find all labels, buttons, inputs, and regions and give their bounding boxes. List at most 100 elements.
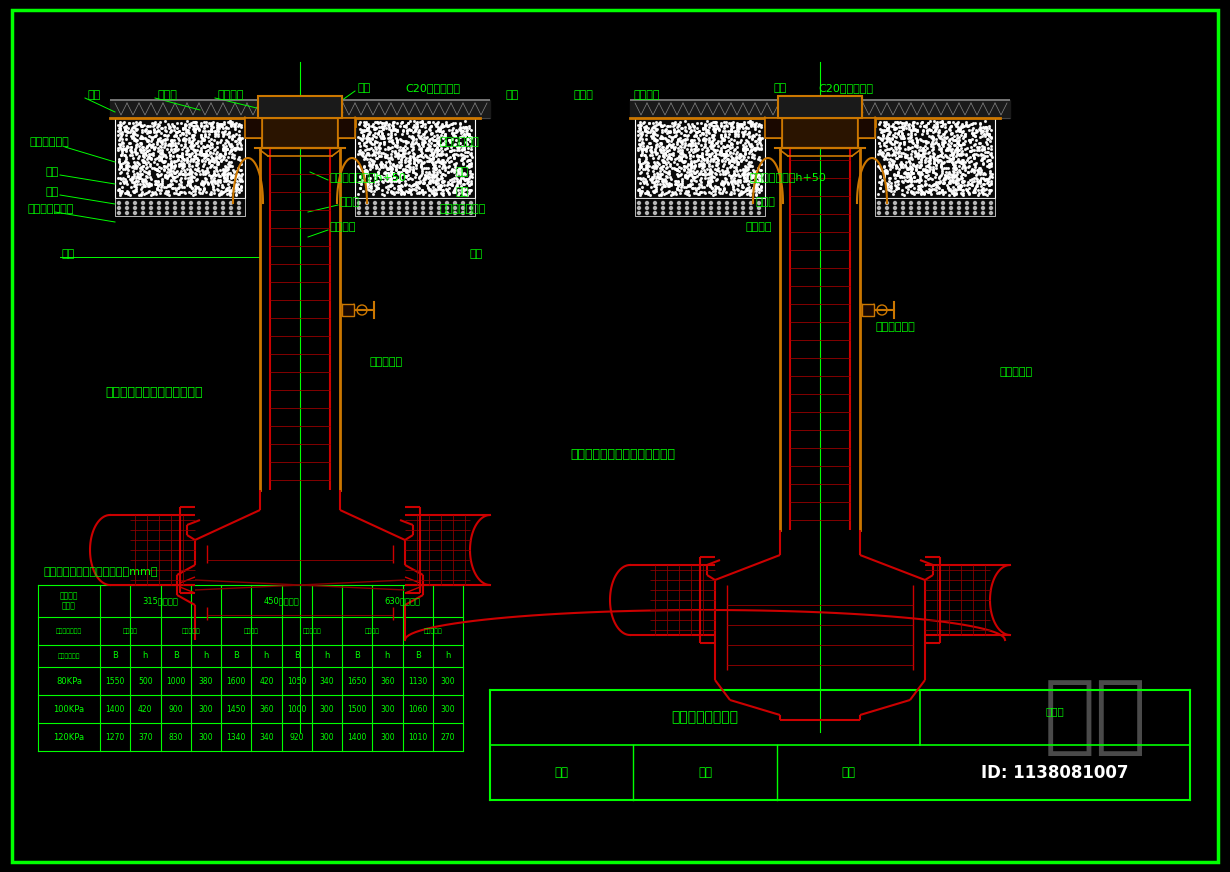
Point [915, 162, 935, 176]
Point [899, 140, 919, 154]
Circle shape [445, 212, 449, 215]
Point [176, 123, 196, 137]
Point [224, 148, 244, 162]
Point [654, 187, 674, 201]
Point [424, 187, 444, 201]
Point [433, 117, 453, 131]
Point [202, 138, 221, 152]
Point [684, 133, 704, 147]
Point [155, 120, 175, 134]
Point [913, 144, 932, 158]
Point [904, 187, 924, 201]
Point [151, 161, 171, 175]
Circle shape [438, 212, 440, 215]
Point [231, 167, 251, 181]
Point [715, 175, 734, 189]
Point [900, 170, 920, 184]
Point [752, 119, 771, 133]
Point [412, 119, 432, 133]
Point [390, 119, 410, 133]
Point [893, 126, 913, 140]
Point [973, 185, 993, 199]
Point [743, 171, 763, 185]
Point [453, 182, 472, 196]
Point [712, 154, 732, 168]
Point [905, 149, 925, 163]
Point [636, 141, 656, 155]
Point [631, 186, 651, 200]
Point [429, 122, 449, 136]
Point [919, 159, 938, 173]
Point [936, 170, 956, 184]
Point [128, 167, 148, 181]
Point [931, 160, 951, 174]
Point [383, 187, 402, 201]
Point [711, 136, 731, 150]
Point [888, 152, 908, 166]
Point [423, 115, 443, 129]
Point [973, 155, 993, 169]
Point [691, 180, 711, 194]
Point [387, 148, 407, 162]
Point [430, 156, 450, 170]
Point [148, 124, 167, 138]
Point [349, 160, 369, 174]
Point [460, 157, 480, 171]
Point [144, 130, 164, 144]
Point [734, 144, 754, 158]
Point [451, 182, 471, 196]
Point [659, 152, 679, 166]
Point [461, 131, 481, 145]
Point [383, 185, 402, 199]
Text: 埋地排水管: 埋地排水管 [1000, 367, 1033, 377]
Point [721, 187, 740, 201]
Point [178, 176, 198, 190]
Point [170, 149, 189, 163]
Point [889, 149, 909, 163]
Point [926, 183, 946, 197]
Point [440, 177, 460, 191]
Point [379, 179, 399, 193]
Circle shape [365, 212, 369, 215]
Point [980, 147, 1000, 161]
Point [707, 136, 727, 150]
Point [184, 149, 204, 163]
Point [942, 171, 962, 185]
Point [208, 182, 228, 196]
Point [164, 133, 183, 147]
Point [886, 160, 905, 174]
Point [184, 143, 204, 157]
Point [668, 145, 688, 159]
Point [357, 153, 376, 167]
Point [116, 122, 135, 136]
Point [180, 179, 199, 193]
Point [642, 173, 662, 187]
Point [922, 160, 942, 174]
Point [364, 122, 384, 136]
Point [947, 143, 967, 157]
Point [159, 139, 178, 153]
Point [914, 162, 934, 176]
Point [702, 130, 722, 144]
Point [675, 120, 695, 134]
Point [694, 160, 713, 174]
Point [215, 167, 235, 181]
Point [947, 140, 967, 154]
Point [109, 140, 129, 154]
Point [352, 174, 371, 187]
Point [186, 182, 205, 196]
Point [182, 134, 202, 148]
Point [369, 149, 389, 163]
Point [728, 127, 748, 141]
Point [221, 150, 241, 164]
Point [444, 174, 464, 187]
Point [389, 151, 408, 165]
Point [675, 169, 695, 183]
Circle shape [422, 201, 424, 205]
Point [187, 119, 207, 133]
Point [169, 167, 188, 181]
Point [118, 187, 138, 201]
Point [721, 160, 740, 174]
Point [908, 146, 927, 160]
Point [117, 155, 137, 169]
